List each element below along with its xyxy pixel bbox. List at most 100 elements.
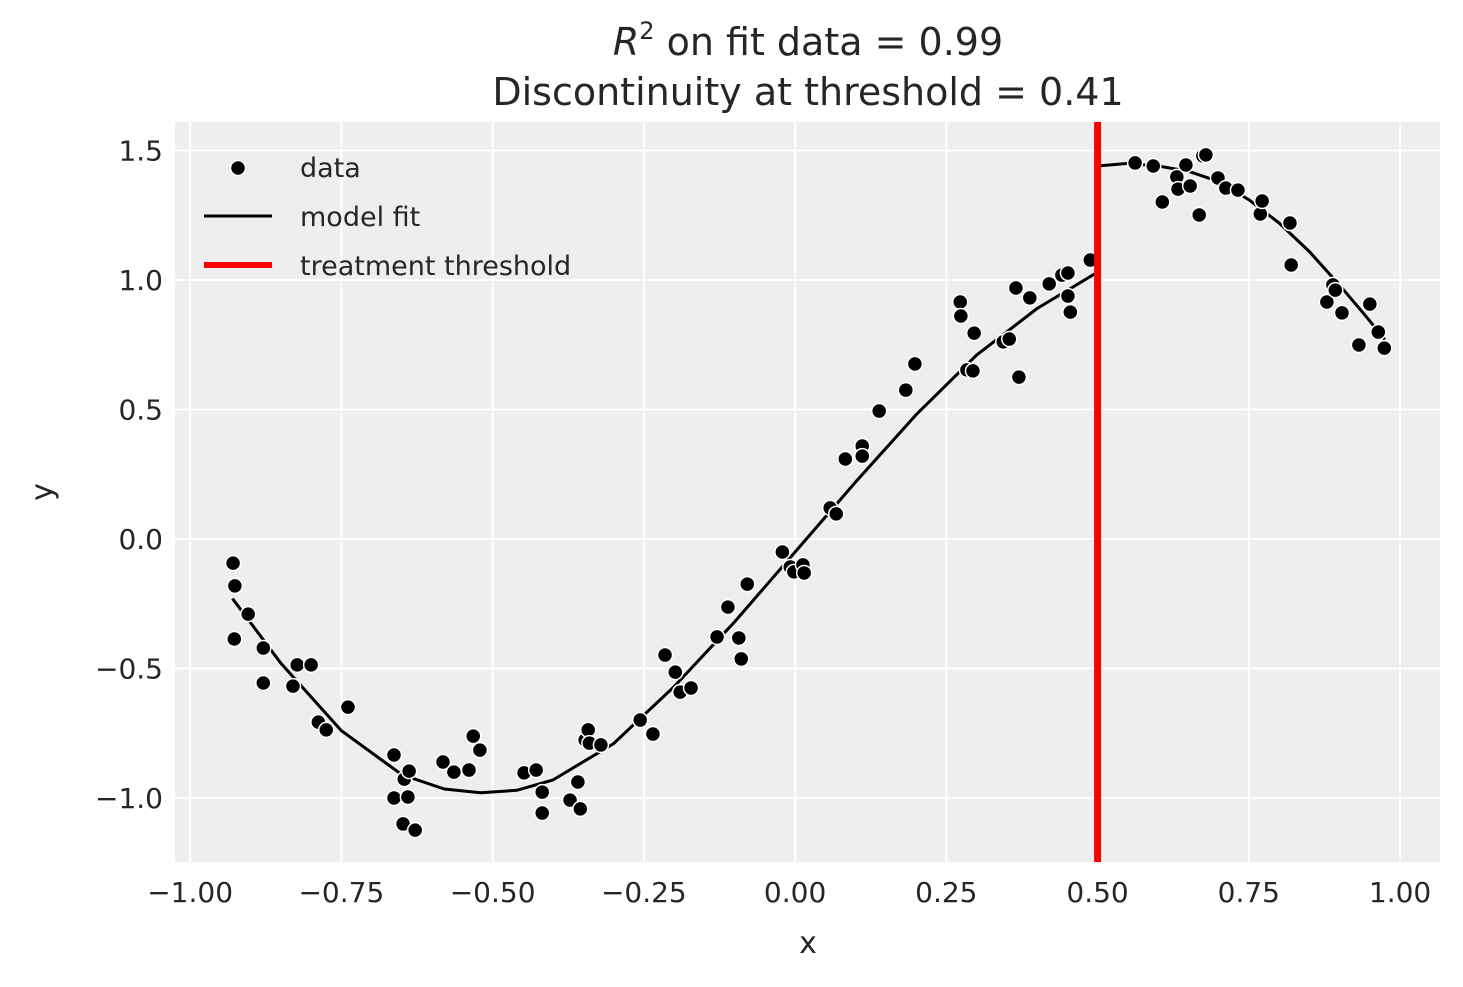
x-tick-label: −0.75 [298, 876, 384, 909]
data-point [527, 761, 545, 779]
x-tick-label: 0.50 [1066, 876, 1128, 909]
data-point [569, 773, 587, 791]
data-point [302, 656, 320, 674]
data-point [1197, 146, 1215, 164]
data-point [1333, 304, 1351, 322]
data-point [952, 293, 969, 311]
data-point [733, 650, 750, 668]
y-tick-label: 0.5 [118, 394, 163, 427]
data-point [239, 605, 257, 623]
data-point [445, 763, 463, 781]
data-point [739, 575, 756, 593]
grid [175, 122, 1440, 862]
legend: data model fit treatment threshold [204, 153, 571, 282]
data-point [400, 762, 418, 780]
data-point [339, 698, 357, 716]
data-point [1001, 330, 1018, 348]
data-point [1190, 206, 1208, 224]
data-point [460, 761, 478, 779]
legend-threshold-label: treatment threshold [300, 251, 571, 282]
data-point [1229, 181, 1247, 199]
data-point [1281, 214, 1299, 232]
data-point [774, 543, 791, 561]
data-points [224, 146, 1393, 839]
data-point [906, 355, 924, 373]
data-point [1040, 275, 1058, 293]
data-point [644, 725, 662, 743]
x-tick-label: 0.00 [764, 876, 826, 909]
x-tick-label: −0.25 [601, 876, 687, 909]
plot-area [175, 122, 1440, 862]
data-point [965, 324, 983, 342]
y-tick-label: 1.5 [118, 134, 163, 167]
data-point [1253, 192, 1271, 210]
data-point [224, 554, 242, 572]
data-point [730, 629, 748, 647]
data-point [897, 381, 915, 399]
chart-title-line1: R2 on fit data = 0.99 [613, 17, 1003, 64]
x-tick-label: 0.25 [915, 876, 977, 909]
data-point [255, 639, 272, 657]
data-point [226, 630, 243, 648]
data-point [682, 679, 700, 697]
data-point [952, 307, 970, 325]
data-point [399, 788, 417, 806]
x-tick-label: −1.00 [147, 876, 233, 909]
data-point [795, 564, 813, 582]
data-point [1370, 323, 1387, 341]
data-point [1059, 287, 1077, 305]
data-point [667, 663, 684, 681]
data-point [434, 753, 452, 771]
data-point [572, 800, 589, 818]
y-axis-label: y [25, 483, 60, 501]
y-tick-labels: −1.0 −0.5 0.0 0.5 1.0 1.5 [95, 134, 163, 815]
data-point [561, 791, 579, 809]
data-point [1350, 336, 1368, 354]
data-point [708, 628, 726, 646]
x-tick-label: −0.50 [450, 876, 536, 909]
title-superscript: 2 [639, 17, 654, 45]
data-point [1154, 193, 1171, 211]
legend-fit-label: model fit [300, 202, 420, 233]
data-point [854, 447, 871, 465]
data-point [1144, 157, 1162, 175]
data-point [631, 711, 649, 729]
data-point [656, 646, 674, 664]
data-point [592, 736, 610, 754]
y-tick-label: −0.5 [95, 653, 163, 686]
y-tick-label: 0.0 [118, 523, 163, 556]
data-point [1021, 289, 1039, 307]
data-point [1318, 293, 1336, 311]
title-symbol: R [613, 20, 639, 64]
data-point [471, 741, 489, 759]
data-point [964, 362, 982, 380]
data-point [226, 577, 244, 595]
data-point [1361, 295, 1379, 313]
chart-title-line2: Discontinuity at threshold = 0.41 [492, 70, 1123, 114]
x-tick-labels: −1.00 −0.75 −0.50 −0.25 0.00 0.25 0.50 0.75 1.00 [147, 876, 1431, 909]
x-axis-label: x [799, 926, 817, 961]
y-tick-label: 1.0 [118, 264, 163, 297]
data-point [288, 656, 306, 674]
data-point [1327, 281, 1344, 299]
data-point [1010, 368, 1028, 386]
data-point [1007, 279, 1025, 297]
y-tick-label: −1.0 [95, 782, 163, 815]
data-point [1062, 303, 1079, 321]
data-point [1376, 339, 1393, 357]
data-point [385, 746, 403, 764]
legend-data-label: data [300, 153, 361, 184]
data-point [465, 727, 482, 745]
data-point [1181, 177, 1199, 195]
legend-data-marker [229, 159, 247, 177]
data-point [837, 450, 854, 468]
data-point [385, 789, 403, 807]
data-point [284, 677, 302, 695]
x-tick-label: 0.75 [1218, 876, 1280, 909]
title-text: on fit data = 0.99 [655, 20, 1004, 64]
data-point [1282, 256, 1300, 274]
data-point [533, 783, 551, 801]
data-point [827, 505, 845, 523]
data-point [533, 804, 551, 822]
